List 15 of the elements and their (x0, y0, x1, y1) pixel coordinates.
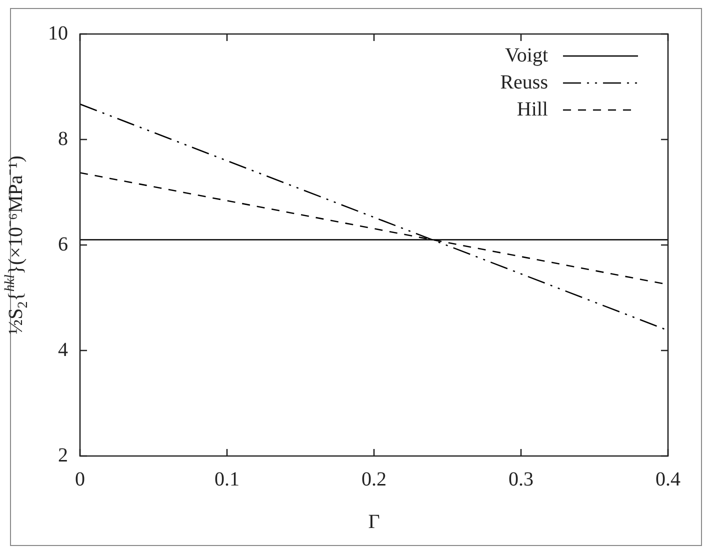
x-tick-label: 0.2 (362, 468, 386, 490)
y-tick-label: 6 (58, 233, 68, 256)
y-tick-label: 8 (58, 128, 68, 150)
legend-label: Voigt (505, 44, 548, 66)
x-tick-label: 0 (75, 468, 85, 490)
legend-label: Hill (516, 98, 548, 120)
legend-label: Reuss (500, 71, 548, 94)
y-tick-label: 2 (58, 444, 68, 466)
x-tick-label: 0.3 (508, 468, 534, 490)
y-axis-title: ½S2{hkl}(×10⁻⁶MPa⁻¹) (3, 156, 31, 334)
y-tick-label: 4 (58, 338, 68, 361)
x-tick-label: 0.1 (214, 468, 240, 490)
y-tick-label: 10 (48, 22, 68, 44)
x-tick-label: 0.4 (656, 468, 680, 490)
x-axis-title: Γ (368, 511, 380, 533)
